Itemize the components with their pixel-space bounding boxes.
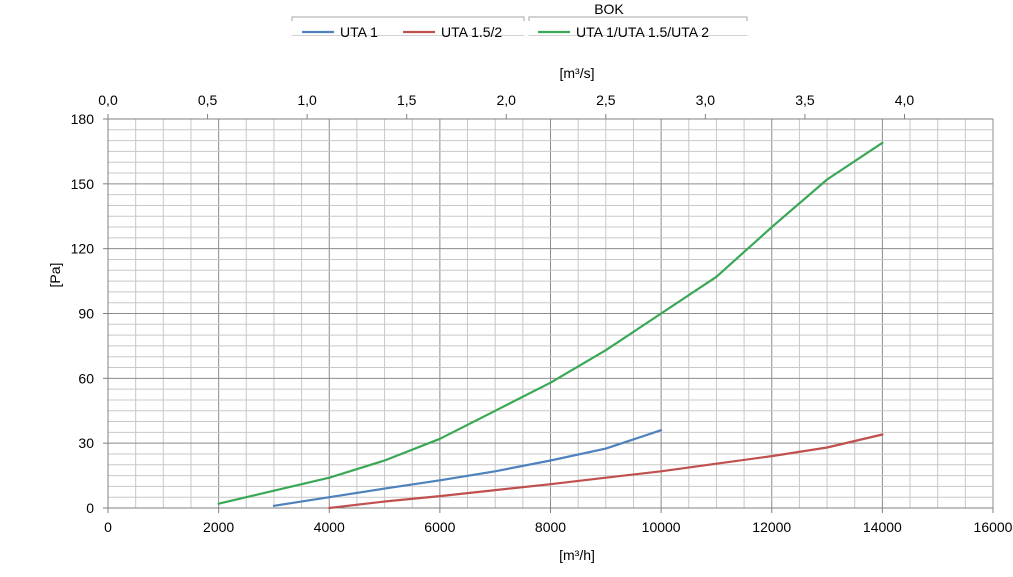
left-tick-label: 60: [78, 370, 94, 386]
left-tick-label: 30: [78, 435, 94, 451]
bottom-tick-label: 16000: [974, 519, 1013, 535]
series-lines: [217, 141, 884, 510]
top-axis-label: [m³/s]: [560, 65, 595, 81]
grid: [108, 118, 994, 508]
bottom-tick-label: 6000: [424, 519, 455, 535]
bottom-tick-label: 10000: [642, 519, 681, 535]
bottom-axis-label: [m³/h]: [559, 547, 595, 563]
bottom-tick-label: 8000: [535, 519, 566, 535]
bottom-tick-label: 2000: [203, 519, 234, 535]
series-line-uta-1-5-2: [328, 433, 884, 510]
bottom-tick-label: 14000: [863, 519, 902, 535]
legend: UTA 1 UTA 1.5/2 UTA 1/UTA 1.5/UTA 2: [289, 16, 751, 40]
top-tick-label: 1,0: [297, 92, 317, 108]
axes: 0 2000 4000 6000 8000 10000 12000 14000 16000 0 30…: [71, 92, 1013, 535]
top-tick-label: 3,5: [795, 92, 815, 108]
top-tick-label: 3,0: [696, 92, 716, 108]
top-tick-label: 1,5: [397, 92, 417, 108]
left-tick-label: 180: [71, 111, 95, 127]
left-tick-label: 150: [71, 176, 95, 192]
y-axis-label: [Pa]: [47, 263, 63, 288]
left-tick-label: 90: [78, 306, 94, 322]
top-tick-label: 4,0: [895, 92, 915, 108]
left-tick-label: 120: [71, 241, 95, 257]
series-line-uta-1: [272, 429, 663, 507]
bottom-tick-label: 4000: [314, 519, 345, 535]
top-tick-label: 0,5: [198, 92, 218, 108]
chart-title: BOK: [594, 1, 624, 17]
series-line-uta-1-uta-1-5-uta-2: [217, 141, 884, 505]
legend-label: UTA 1: [340, 24, 378, 40]
top-tick-label: 2,5: [596, 92, 616, 108]
bottom-tick-label: 0: [104, 519, 112, 535]
bottom-tick-label: 12000: [752, 519, 791, 535]
left-tick-label: 0: [86, 500, 94, 516]
legend-label: UTA 1/UTA 1.5/UTA 2: [576, 24, 709, 40]
legend-label: UTA 1.5/2: [441, 24, 502, 40]
top-tick-label: 0,0: [98, 92, 118, 108]
top-tick-label: 2,0: [497, 92, 517, 108]
